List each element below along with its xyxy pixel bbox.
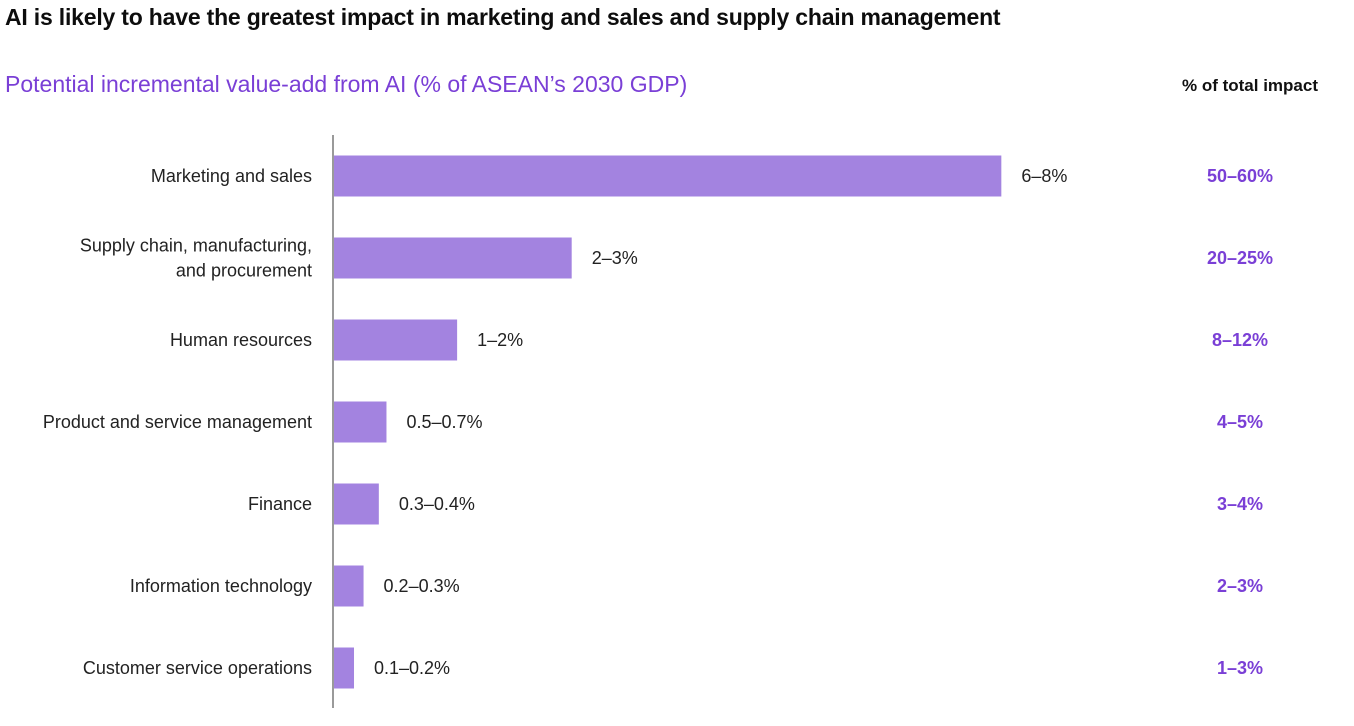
chart-title: AI is likely to have the greatest impact… — [5, 4, 1001, 30]
impact-label: 50–60% — [1207, 166, 1273, 186]
category-label: Human resources — [170, 330, 312, 350]
impact-column-header: % of total impact — [1181, 76, 1318, 95]
value-label: 0.3–0.4% — [399, 494, 475, 514]
category-label: Supply chain, manufacturing, — [80, 236, 312, 256]
impact-label: 2–3% — [1217, 576, 1263, 596]
category-label: Information technology — [130, 576, 312, 596]
bar — [333, 155, 1002, 197]
value-label: 2–3% — [592, 248, 638, 268]
impact-label: 1–3% — [1217, 658, 1263, 678]
category-label: and procurement — [176, 261, 312, 281]
bar — [333, 319, 458, 361]
bar — [333, 483, 379, 525]
bar — [333, 647, 355, 689]
value-label: 0.2–0.3% — [384, 576, 460, 596]
category-label: Finance — [248, 494, 312, 514]
chart-subtitle: Potential incremental value-add from AI … — [5, 71, 688, 97]
bar — [333, 565, 364, 607]
category-label: Marketing and sales — [151, 166, 312, 186]
impact-label: 20–25% — [1207, 248, 1273, 268]
impact-label: 4–5% — [1217, 412, 1263, 432]
category-label: Product and service management — [43, 412, 312, 432]
impact-label: 3–4% — [1217, 494, 1263, 514]
value-label: 0.5–0.7% — [406, 412, 482, 432]
value-label: 0.1–0.2% — [374, 658, 450, 678]
value-label: 1–2% — [477, 330, 523, 350]
category-label: Customer service operations — [83, 658, 312, 678]
bar — [333, 401, 387, 443]
bar — [333, 237, 572, 279]
impact-label: 8–12% — [1212, 330, 1268, 350]
value-label: 6–8% — [1021, 166, 1067, 186]
